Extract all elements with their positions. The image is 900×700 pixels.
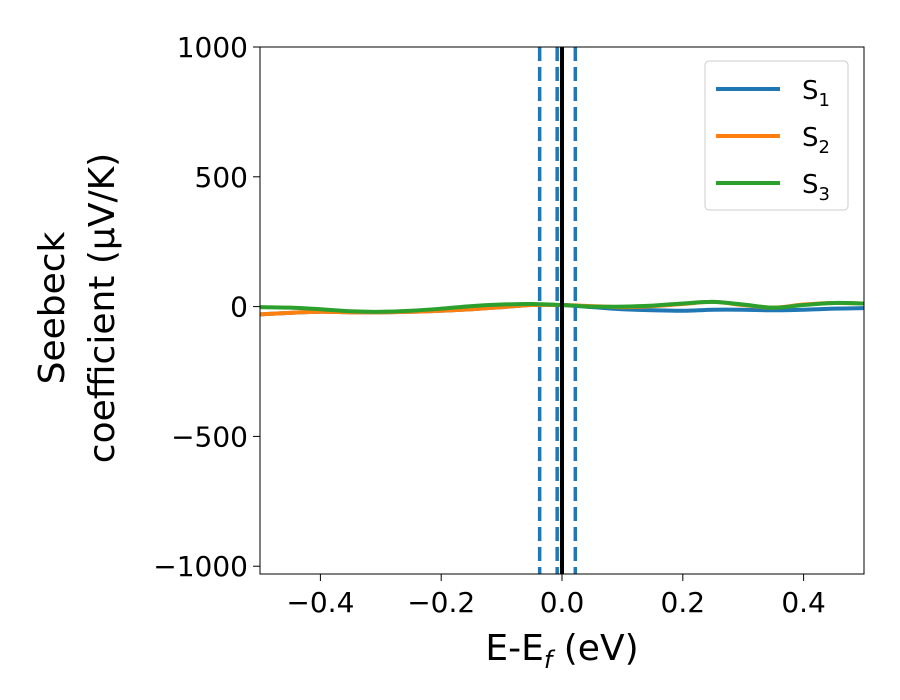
y-tick-label: 500	[195, 161, 248, 194]
x-tick-label: 0.2	[661, 586, 706, 619]
legend-label-s1: S1	[802, 76, 830, 111]
y-axis-title-line1: Seebeck	[32, 231, 73, 384]
y-axis-title-line2: coefficient (μV/K)	[82, 153, 123, 463]
x-axis-title-main: E-E	[485, 628, 543, 669]
y-tick-label: −1000	[153, 550, 248, 583]
ticks-layer: −0.4 −0.2 0.0 0.2 0.4 1000 500 0 −500 −1000	[153, 31, 826, 619]
y-tick-label: −500	[171, 420, 248, 453]
x-tick-label: −0.4	[286, 586, 354, 619]
legend-label-s3: S3	[802, 170, 830, 205]
reference-lines-layer	[537, 47, 578, 574]
legend: S1 S2 S3	[704, 60, 849, 211]
y-tick-label: 0	[230, 291, 248, 324]
x-tick-label: 0.0	[540, 586, 585, 619]
x-axis-title: E-Ef (eV)	[485, 628, 638, 674]
y-axis-title: Seebeck coefficient (μV/K)	[32, 153, 123, 463]
legend-label-s2: S2	[802, 123, 830, 158]
x-tick-label: −0.2	[407, 586, 475, 619]
y-tick-label: 1000	[177, 31, 248, 64]
x-axis-title-suffix: (eV)	[552, 628, 638, 669]
x-tick-label: 0.4	[781, 586, 826, 619]
